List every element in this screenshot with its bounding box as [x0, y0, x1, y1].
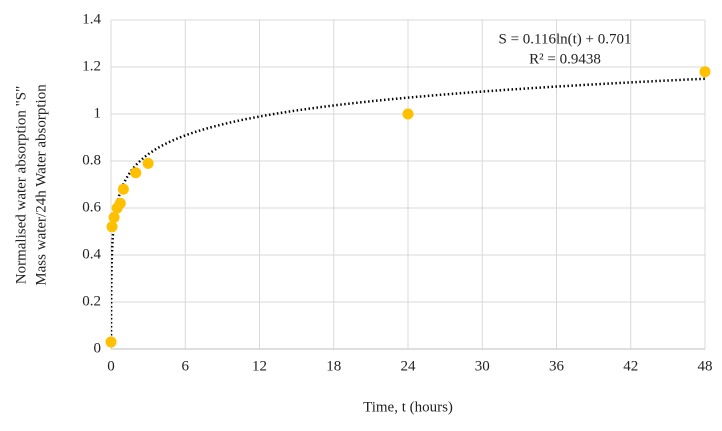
- data-point: [142, 157, 154, 169]
- x-tick-label: 30: [475, 358, 490, 374]
- trendline-r2: R² = 0.9438: [529, 51, 601, 67]
- y-tick-label: 1.2: [82, 58, 101, 74]
- data-point: [114, 197, 126, 209]
- y-tick-label: 1.4: [82, 11, 101, 27]
- x-tick-label: 36: [549, 358, 565, 374]
- x-tick-label: 48: [698, 358, 713, 374]
- data-point: [108, 211, 120, 223]
- x-tick-label: 0: [107, 358, 115, 374]
- y-tick-label: 0: [94, 340, 102, 356]
- data-point: [130, 167, 142, 179]
- data-point: [117, 183, 129, 195]
- y-tick-label: 1: [94, 105, 102, 121]
- x-tick-label: 24: [401, 358, 417, 374]
- x-tick-label: 12: [252, 358, 267, 374]
- data-point: [106, 221, 118, 233]
- x-axis-label: Time, t (hours): [363, 399, 453, 415]
- data-point: [699, 66, 711, 78]
- data-point: [402, 108, 414, 120]
- x-tick-label: 42: [623, 358, 638, 374]
- y-tick-label: 0.6: [82, 199, 101, 215]
- trendline-equation: S = 0.116ln(t) + 0.701: [498, 31, 631, 47]
- data-point: [105, 336, 117, 348]
- y-axis-label: Normalised water absorption "S": [13, 86, 29, 284]
- x-tick-label: 18: [326, 358, 341, 374]
- y-tick-label: 0.4: [82, 246, 101, 262]
- x-tick-label: 6: [182, 358, 190, 374]
- y-tick-label: 0.2: [82, 293, 101, 309]
- y-tick-label: 0.8: [82, 152, 101, 168]
- y-axis-label: Mass water/24h Water absorption: [33, 84, 49, 286]
